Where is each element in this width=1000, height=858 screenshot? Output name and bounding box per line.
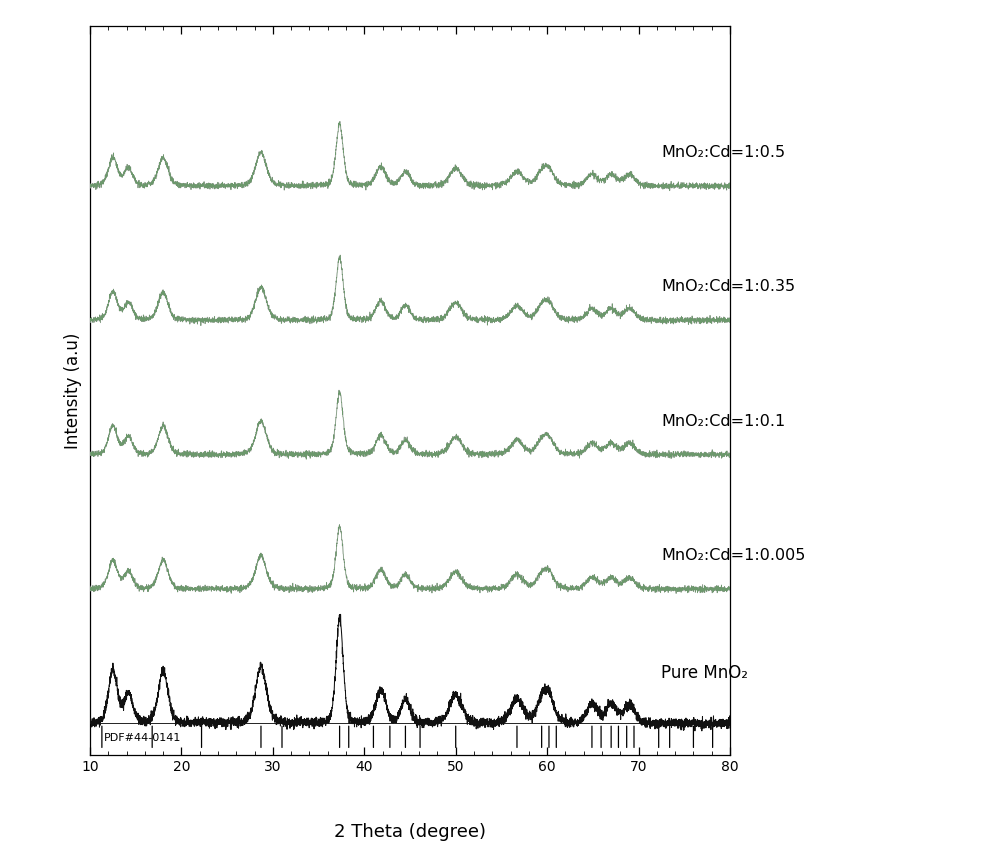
Text: MnO₂:Cd=1:0.1: MnO₂:Cd=1:0.1 [661, 414, 786, 429]
Y-axis label: Intensity (a.u): Intensity (a.u) [64, 332, 82, 449]
Text: PDF#44-0141: PDF#44-0141 [104, 733, 181, 743]
X-axis label: 2 Theta (degree): 2 Theta (degree) [334, 823, 486, 841]
Text: MnO₂:Cd=1:0.5: MnO₂:Cd=1:0.5 [661, 145, 786, 160]
Text: MnO₂:Cd=1:0.35: MnO₂:Cd=1:0.35 [661, 279, 796, 294]
Text: Pure MnO₂: Pure MnO₂ [661, 664, 748, 682]
Text: MnO₂:Cd=1:0.005: MnO₂:Cd=1:0.005 [661, 548, 806, 563]
